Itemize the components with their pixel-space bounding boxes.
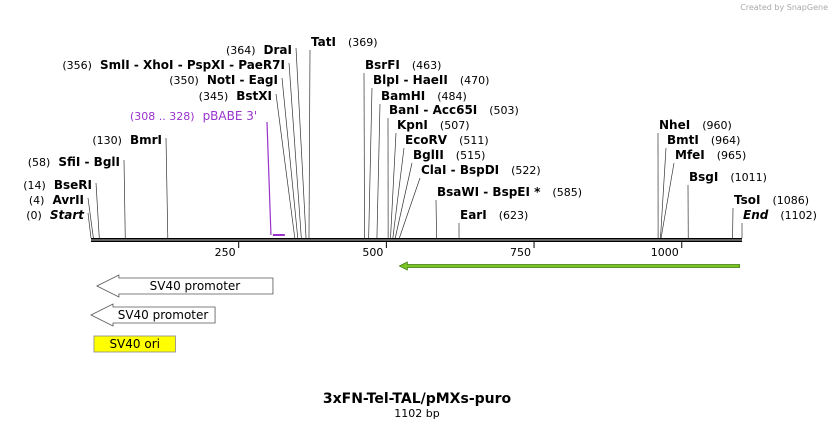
enzyme-name: EcoRV bbox=[405, 133, 448, 147]
enzyme-position: (965) bbox=[717, 149, 747, 162]
enzyme-position: (585) bbox=[552, 186, 582, 199]
cut-line bbox=[660, 147, 667, 239]
cut-line bbox=[281, 77, 299, 239]
enzyme-position: (350) bbox=[169, 74, 199, 87]
enzyme-position: (960) bbox=[702, 119, 732, 132]
cut-line bbox=[435, 199, 437, 239]
enzyme-name: BstXI bbox=[236, 89, 272, 103]
enzyme-position: (470) bbox=[460, 74, 490, 87]
cut-line bbox=[95, 182, 100, 239]
enzyme-position: (1102) bbox=[780, 209, 817, 222]
enzyme-position: (964) bbox=[711, 134, 741, 147]
enzyme-name: BsaWI - BspEI * bbox=[437, 185, 541, 199]
enzyme-name: TsoI bbox=[734, 193, 760, 207]
cut-line bbox=[368, 87, 373, 239]
cut-line bbox=[394, 162, 413, 239]
tick-label: 750 bbox=[510, 246, 531, 259]
cut-line bbox=[392, 147, 405, 239]
cut-line bbox=[288, 62, 302, 239]
enzyme-position: (58) bbox=[28, 156, 51, 169]
enzyme-name: Start bbox=[50, 208, 85, 222]
enzyme-name: EarI bbox=[460, 208, 487, 222]
tick-label: 1000 bbox=[651, 246, 679, 259]
cut-line bbox=[308, 49, 311, 239]
tick-label: 250 bbox=[215, 246, 236, 259]
enzyme-name: BmrI bbox=[130, 133, 162, 147]
cut-line bbox=[399, 177, 421, 239]
feature-arrow bbox=[96, 274, 274, 298]
enzyme-name: BsrFI bbox=[365, 58, 400, 72]
cut-line bbox=[660, 162, 675, 239]
primer-range: (308 .. 328) bbox=[130, 110, 195, 123]
feature-arrow bbox=[398, 261, 740, 271]
cut-line bbox=[165, 137, 169, 239]
enzyme-position: (364) bbox=[226, 44, 256, 57]
enzyme-position: (14) bbox=[23, 179, 46, 192]
title: 3xFN-Tel-TAL/pMXs-puro bbox=[323, 391, 512, 407]
enzyme-name: BanI - Acc65I bbox=[389, 103, 477, 117]
enzyme-position: (345) bbox=[199, 90, 229, 103]
feature-label: SV40 ori bbox=[109, 337, 160, 351]
enzyme-position: (503) bbox=[489, 104, 519, 117]
enzyme-position: (1011) bbox=[730, 171, 767, 184]
enzyme-name: End bbox=[743, 208, 769, 222]
feature-label: SV40 promoter bbox=[118, 308, 209, 322]
enzyme-name: BmtI bbox=[667, 133, 699, 147]
enzyme-name: DraI bbox=[264, 43, 292, 57]
enzyme-position: (130) bbox=[92, 134, 122, 147]
enzyme-name: AvrII bbox=[52, 193, 84, 207]
cut-line bbox=[376, 103, 381, 239]
tick-label: 500 bbox=[362, 246, 383, 259]
enzyme-name: BseRI bbox=[54, 178, 92, 192]
feature-box bbox=[93, 335, 176, 353]
enzyme-position: (484) bbox=[437, 90, 467, 103]
enzyme-position: (623) bbox=[499, 209, 529, 222]
primer-leader bbox=[266, 121, 272, 236]
enzyme-name: NheI bbox=[659, 118, 690, 132]
enzyme-position: (463) bbox=[412, 59, 442, 72]
enzyme-position: (1086) bbox=[772, 194, 809, 207]
cut-line bbox=[390, 132, 397, 239]
enzyme-position: (0) bbox=[26, 209, 42, 222]
enzyme-name: BsgI bbox=[689, 170, 718, 184]
enzyme-name: BglII bbox=[413, 148, 444, 162]
enzyme-name: KpnI bbox=[397, 118, 428, 132]
enzyme-name: TatI bbox=[311, 35, 336, 49]
feature-label: SV40 promoter bbox=[150, 279, 241, 293]
enzyme-position: (511) bbox=[459, 134, 489, 147]
cut-line bbox=[87, 212, 92, 239]
enzyme-name: BamHI bbox=[381, 89, 425, 103]
enzyme-name: ClaI - BspDI bbox=[421, 163, 499, 177]
enzyme-name: SmlI - XhoI - PspXI - PaeR7I bbox=[100, 58, 285, 72]
cut-line bbox=[123, 159, 126, 239]
cut-line bbox=[295, 47, 307, 239]
cut-line bbox=[87, 197, 94, 239]
primer-name: pBABE 3' bbox=[203, 109, 258, 123]
enzyme-position: (356) bbox=[62, 59, 92, 72]
enzyme-position: (515) bbox=[456, 149, 486, 162]
subtitle: 1102 bp bbox=[394, 407, 439, 420]
enzyme-name: MfeI bbox=[675, 148, 705, 162]
enzyme-position: (522) bbox=[511, 164, 541, 177]
enzyme-name: NotI - EagI bbox=[207, 73, 278, 87]
feature-arrow bbox=[90, 303, 216, 327]
cut-line bbox=[363, 72, 365, 239]
enzyme-position: (4) bbox=[29, 194, 45, 207]
enzyme-position: (369) bbox=[348, 36, 378, 49]
enzyme-position: (507) bbox=[440, 119, 470, 132]
logo: Created by SnapGene bbox=[740, 3, 828, 12]
cut-line bbox=[275, 93, 296, 239]
enzyme-name: SfiI - BglI bbox=[58, 155, 120, 169]
enzyme-name: BlpI - HaeII bbox=[373, 73, 448, 87]
